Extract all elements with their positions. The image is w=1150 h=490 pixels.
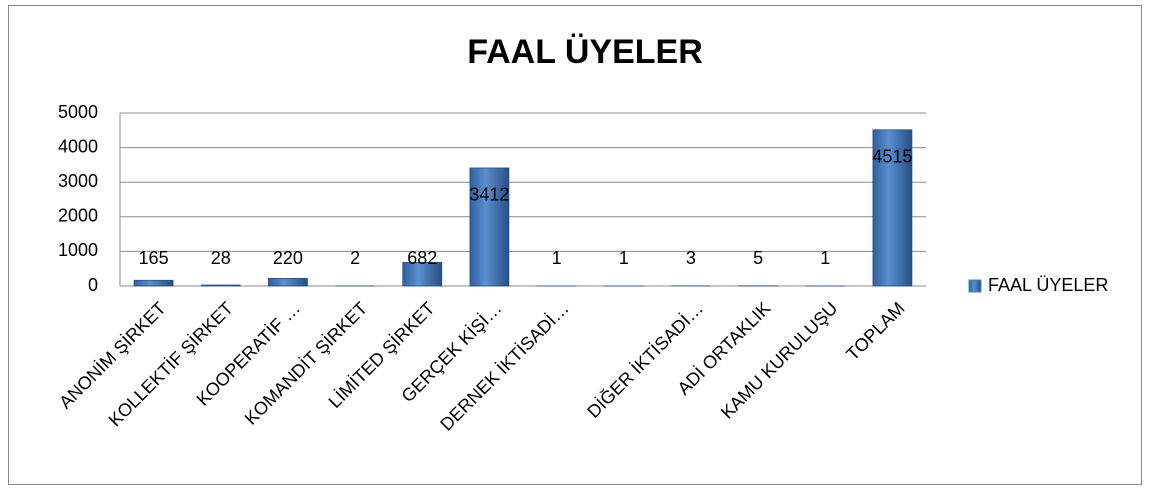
data-label: 1: [552, 248, 562, 268]
legend-swatch: [968, 279, 982, 293]
chart-title: FAAL ÜYELER: [467, 33, 703, 71]
y-tick-label: 1000: [58, 240, 98, 260]
data-label: 220: [273, 248, 303, 268]
chart-frame: [8, 5, 1142, 485]
y-tick-label: 2000: [58, 206, 98, 226]
bar: [872, 129, 913, 287]
data-label: 4515: [872, 147, 912, 167]
data-label: 2: [350, 248, 360, 268]
bar: [133, 279, 174, 287]
bar: [200, 284, 241, 287]
bar: [268, 277, 308, 287]
y-tick-label: 0: [88, 275, 98, 295]
y-tick-label: 4000: [58, 136, 98, 156]
data-label: 3412: [469, 185, 509, 205]
data-label: 3: [686, 248, 696, 268]
bar: [469, 167, 510, 287]
data-label: 5: [753, 248, 763, 268]
y-tick-label: 3000: [58, 171, 98, 191]
data-label: 1: [619, 248, 629, 268]
y-tick-label: 5000: [58, 102, 98, 122]
data-label: 1: [820, 248, 830, 268]
bar: [402, 262, 443, 287]
data-label: 165: [139, 248, 169, 268]
legend-label: FAAL ÜYELER: [988, 275, 1108, 295]
data-label: 28: [211, 248, 231, 268]
data-label: 682: [407, 248, 437, 268]
